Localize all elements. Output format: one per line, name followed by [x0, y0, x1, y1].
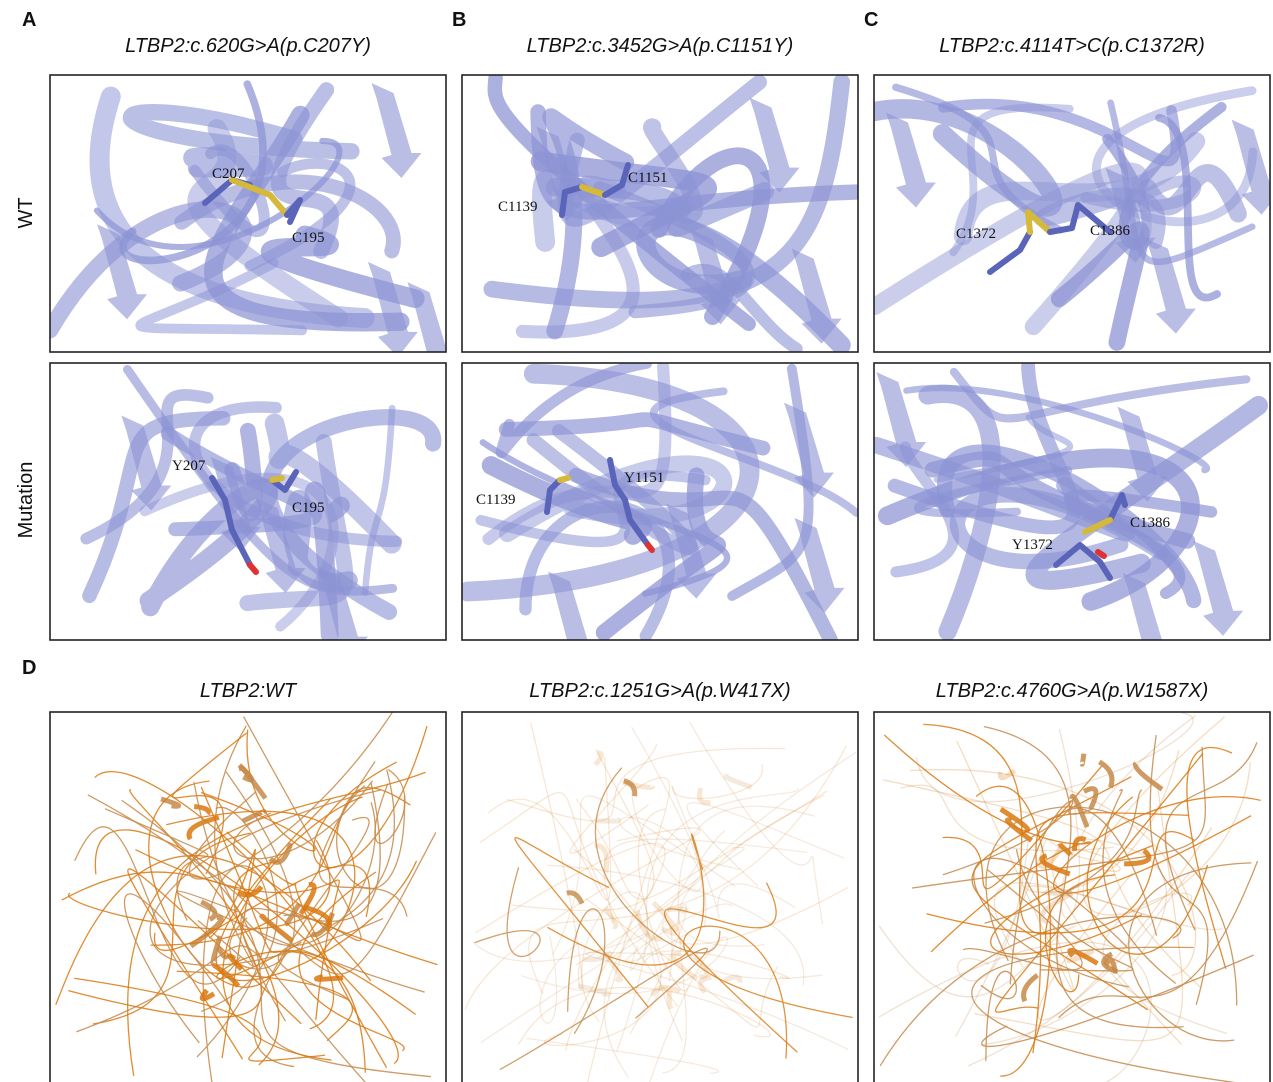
- panel-title: LTBP2:c.620G>A(p.C207Y): [125, 35, 371, 57]
- ribbon: [568, 909, 605, 1033]
- ribbon: [313, 727, 426, 868]
- structure: [880, 713, 1261, 1082]
- residue-label: C1151: [628, 170, 667, 186]
- panel-title: LTBP2:c.1251G>A(p.W417X): [529, 680, 790, 702]
- ribbon: [586, 952, 848, 1049]
- structure: [876, 366, 1258, 668]
- ribbon: [1129, 863, 1251, 1041]
- ribbon: [189, 713, 392, 879]
- ribbon: [368, 262, 418, 357]
- ribbon: [1060, 716, 1196, 918]
- residue-label: Y1372: [1012, 537, 1053, 553]
- panel-letter: A: [22, 9, 36, 31]
- ribbon: [202, 990, 214, 999]
- ribbon: [700, 788, 711, 803]
- row-label: Mutation: [15, 462, 37, 539]
- residue-label: C1386: [1130, 515, 1171, 531]
- ribbon: [668, 909, 686, 912]
- figure: A B C LTBP2:c.620G>A(p.C207Y) LTBP2:c.34…: [0, 0, 1273, 1082]
- panel-letter: D: [22, 657, 36, 679]
- ribbon: [1099, 762, 1112, 788]
- structure: [86, 369, 433, 661]
- ribbon: [540, 936, 578, 1023]
- ribbon: [337, 786, 405, 889]
- panel-title: LTBP2:c.4114T>C(p.C1372R): [939, 35, 1205, 57]
- ribbon: [726, 776, 752, 787]
- ribbon: [1082, 754, 1084, 765]
- residue-label: Y207: [172, 458, 206, 474]
- residue-label: C1386: [1090, 223, 1131, 239]
- ribbon: [886, 112, 936, 207]
- ribbon: [1024, 975, 1038, 1001]
- ribbon: [489, 757, 611, 900]
- structure: [468, 363, 857, 666]
- ribbon: [365, 408, 392, 592]
- ribbon: [663, 888, 848, 981]
- residue-label: C1139: [498, 199, 537, 215]
- ribbon: [475, 868, 540, 957]
- panel-title: LTBP2:c.4760G>A(p.W1587X): [936, 680, 1209, 702]
- ribbon: [1193, 541, 1243, 636]
- structure: [466, 722, 856, 1082]
- row-label: WT: [15, 197, 37, 228]
- ribbon: [784, 403, 834, 498]
- panel-title: LTBP2:c.3452G>A(p.C1151Y): [527, 35, 794, 57]
- structure: [50, 83, 457, 377]
- ribbon: [95, 772, 333, 1029]
- structure: [56, 713, 437, 1082]
- ribbon: [724, 977, 740, 982]
- residue-label: C1139: [476, 492, 515, 508]
- ribbon: [512, 750, 654, 911]
- ribbon: [531, 723, 582, 989]
- ribbon: [317, 977, 343, 980]
- ribbon: [673, 765, 763, 799]
- residue-label: C195: [292, 500, 325, 516]
- ribbon: [687, 803, 844, 886]
- ribbon: [371, 83, 421, 178]
- ribbon: [131, 112, 352, 151]
- ribbon: [545, 849, 661, 1045]
- ribbon: [623, 783, 652, 788]
- structure: [492, 78, 856, 349]
- ribbon: [917, 713, 1193, 802]
- ribbon: [630, 905, 822, 1034]
- panel-letter: C: [864, 9, 878, 31]
- ribbon: [969, 867, 1204, 1065]
- residue-label: Y1151: [624, 470, 664, 486]
- residue-label: C1372: [956, 226, 996, 242]
- panel-letter: B: [452, 9, 466, 31]
- ribbon: [69, 861, 278, 1017]
- residue-label: C207: [212, 166, 245, 182]
- panel-title: LTBP2:WT: [200, 680, 298, 702]
- residue-label: C195: [292, 230, 325, 246]
- ribbon: [1166, 743, 1257, 930]
